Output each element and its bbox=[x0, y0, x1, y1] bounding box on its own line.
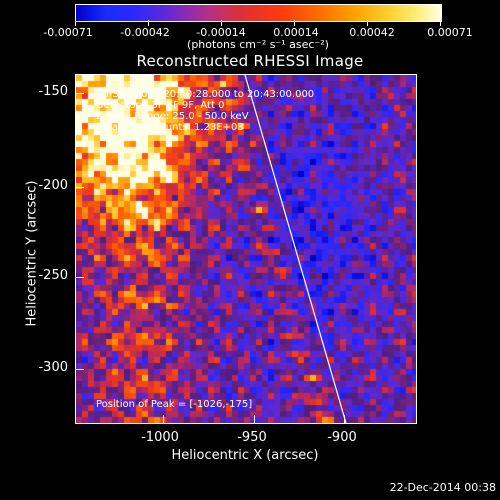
y-tickmark bbox=[76, 369, 84, 370]
y-tick-label: -300 bbox=[38, 360, 68, 375]
colorbar-tick bbox=[221, 20, 222, 26]
x-tickmark bbox=[344, 415, 345, 423]
colorbar-label: 0.00042 bbox=[349, 26, 395, 39]
x-tickmark bbox=[163, 415, 164, 423]
y-tick-label: -200 bbox=[38, 178, 68, 193]
y-tick-label: -250 bbox=[38, 268, 68, 283]
y-tickmark bbox=[76, 93, 84, 94]
footer-timestamp: 22-Dec-2014 00:38 bbox=[389, 481, 496, 494]
y-axis-label: Heliocentric Y (arcsec) bbox=[24, 180, 40, 327]
colorbar-label: -0.00071 bbox=[43, 26, 93, 39]
colorbar-label: -0.00042 bbox=[120, 26, 170, 39]
time-range-text: 20-Sep-2014 20:40:28.000 to 20:43:00.000 bbox=[96, 89, 315, 100]
x-axis-label: Heliocentric X (arcsec) bbox=[171, 448, 319, 463]
clean-counts-text: Clean Total counts: 1.23E+03 bbox=[96, 122, 244, 133]
y-tick-label: -150 bbox=[38, 84, 68, 99]
image-title: Reconstructed RHESSI Image bbox=[136, 52, 364, 70]
heatmap-plot[interactable]: 20-Sep-2014 20:40:28.000 to 20:43:00.000… bbox=[75, 74, 417, 424]
colorbar-label: -0.00014 bbox=[196, 26, 246, 39]
colorbar-tick bbox=[440, 20, 441, 26]
colorbar-tick bbox=[294, 20, 295, 26]
detectors-text: Detectors: 3F 6F 9F, Att 0 bbox=[96, 100, 225, 111]
energy-range-text: Energy Range: 25.0 - 50.0 keV bbox=[96, 111, 249, 122]
colorbar-tick bbox=[148, 20, 149, 26]
y-tickmark bbox=[76, 187, 84, 188]
y-tickmark bbox=[76, 277, 84, 278]
colorbar-label: 0.00071 bbox=[427, 26, 473, 39]
limb-line bbox=[244, 75, 347, 423]
colorbar bbox=[75, 4, 442, 22]
colorbar-tick bbox=[367, 20, 368, 26]
x-tick-label: -1000 bbox=[141, 430, 179, 445]
heatmap-canvas[interactable] bbox=[76, 75, 416, 423]
colorbar-label: 0.00014 bbox=[273, 26, 319, 39]
x-tick-label: -900 bbox=[327, 430, 357, 445]
peak-position-text: Position of Peak = [-1026,-175] bbox=[96, 399, 253, 410]
x-tick-label: -950 bbox=[237, 430, 267, 445]
colorbar-units: (photons cm⁻² s⁻¹ asec⁻²) bbox=[187, 38, 329, 51]
colorbar-tick bbox=[75, 20, 76, 26]
x-tickmark bbox=[254, 415, 255, 423]
